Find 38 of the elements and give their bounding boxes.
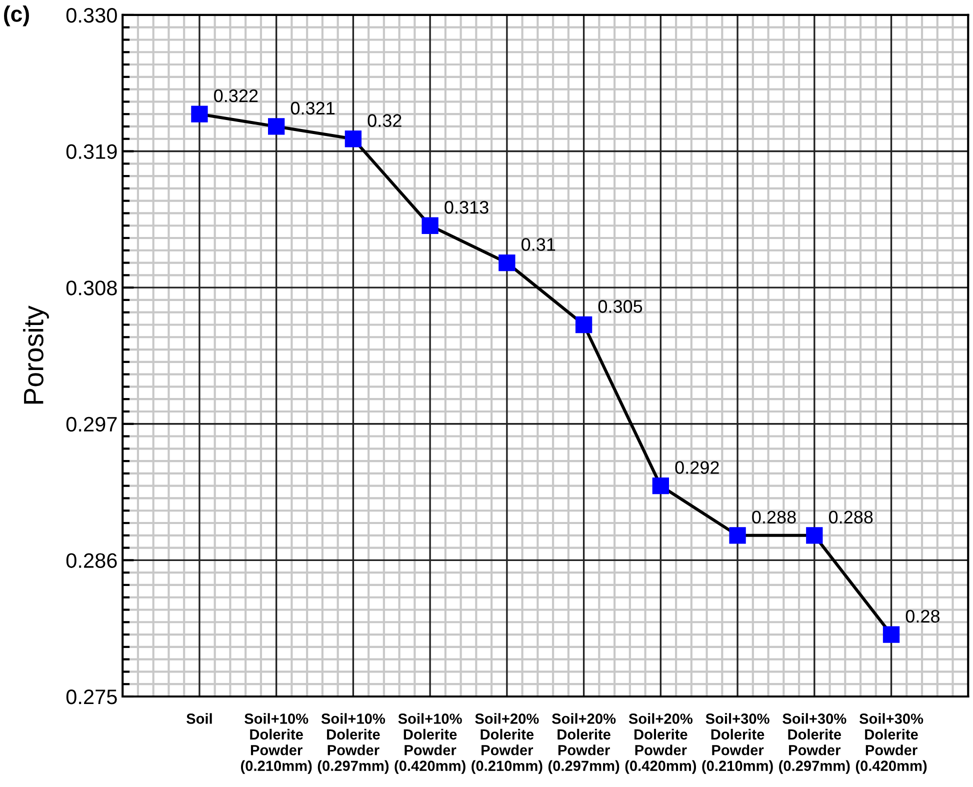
x-tick-label: Soil+10% Dolerite Powder (0.297mm) [318, 713, 389, 774]
y-tick-label: 0.319 [66, 144, 117, 160]
y-tick-label: 0.330 [66, 8, 117, 23]
data-label: 0.288 [828, 510, 873, 524]
data-label: 0.32 [368, 114, 402, 127]
point [422, 217, 438, 234]
x-tick-label: Soil+20% Dolerite Powder (0.297mm) [548, 713, 620, 774]
y-tick-label: 0.275 [66, 689, 117, 704]
data-label: 0.313 [444, 200, 488, 214]
point [882, 626, 900, 643]
x-tick-label: Soil+10% Dolerite Powder (0.210mm) [240, 713, 312, 774]
x-tick-label: Soil+30% Dolerite Powder (0.210mm) [702, 713, 773, 774]
y-axis-title: Porosity [23, 306, 49, 404]
point [729, 527, 746, 544]
data-label: 0.305 [598, 300, 642, 313]
data-label: 0.28 [906, 610, 940, 623]
x-tick-label: Soil+30% Dolerite Powder (0.420mm) [856, 713, 927, 774]
point [344, 130, 362, 148]
text: (c) [4, 6, 29, 26]
x-tick-label: Soil+20% Dolerite Powder (0.420mm) [625, 713, 696, 774]
y-tick-label: 0.286 [66, 553, 117, 568]
point [498, 254, 516, 272]
data-label: 0.31 [522, 238, 556, 251]
data-label: 0.292 [675, 461, 719, 474]
point [575, 316, 592, 334]
y-tick-label: 0.297 [66, 416, 117, 432]
point [191, 106, 208, 122]
x-tick-label: Soil+20% Dolerite Powder (0.210mm) [472, 713, 542, 774]
point [652, 478, 669, 494]
point [806, 527, 823, 544]
data-label: 0.322 [214, 89, 258, 102]
x-tick-label: Soil+30% Dolerite Powder (0.297mm) [779, 713, 850, 774]
x-tick-label: Soil [186, 713, 212, 724]
x-tick-label: Soil+10% Dolerite Powder (0.420mm) [394, 713, 466, 774]
point [268, 118, 285, 135]
y-tick-label: 0.308 [66, 280, 117, 296]
data-label: 0.288 [752, 510, 796, 524]
data-label: 0.321 [290, 102, 335, 115]
